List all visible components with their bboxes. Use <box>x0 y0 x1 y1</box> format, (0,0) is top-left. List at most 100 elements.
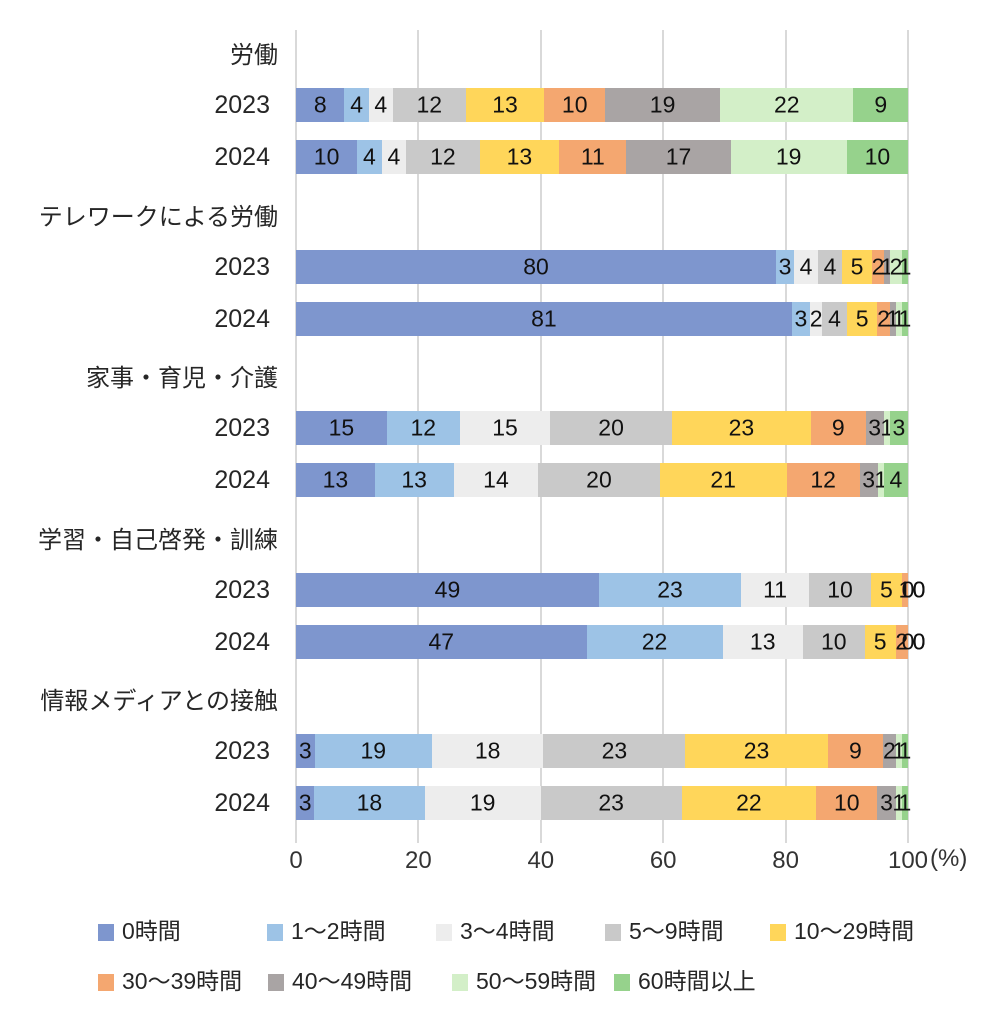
segment-value-label: 5 <box>879 576 893 602</box>
segment-value-label: 21 <box>710 466 736 493</box>
segment-value-label: 18 <box>474 737 501 764</box>
bar-segment <box>368 88 393 122</box>
segment-value-label: 22 <box>774 91 800 118</box>
bar-row: 47 22 13 10 5 2 0 0 0 <box>296 624 925 659</box>
bar-segment <box>822 301 847 336</box>
bar-segment <box>853 88 908 122</box>
year-label: 2024 <box>214 789 270 817</box>
bar-segment <box>818 249 842 284</box>
bar-segment <box>895 734 902 768</box>
year-label: 2023 <box>214 414 270 442</box>
legend-swatch <box>770 924 786 941</box>
year-label: 2023 <box>214 575 270 604</box>
bar-row: 49 23 11 10 5 1 0 0 0 <box>296 572 925 607</box>
year-label: 2023 <box>214 91 270 119</box>
segment-value-label: 9 <box>849 737 862 764</box>
segment-value-label: 15 <box>328 414 355 441</box>
segment-value-label: 5 <box>873 628 887 654</box>
bar-segment <box>386 411 460 445</box>
bar-segment <box>296 140 358 174</box>
bar-segment <box>479 140 560 174</box>
bar-segment <box>794 249 818 284</box>
bar-segment <box>406 140 480 174</box>
legend-item: 5〜9時間 <box>605 912 724 944</box>
segment-value-label: 13 <box>506 143 533 170</box>
segment-value-label: 4 <box>799 253 813 279</box>
category-label: テレワークによる労働 <box>38 203 278 231</box>
segment-value-label: 5 <box>855 305 869 331</box>
segment-value-label: 1 <box>898 737 912 764</box>
segment-value-label: 3 <box>880 789 893 816</box>
segment-value-label: 4 <box>363 143 376 170</box>
segment-value-label: 15 <box>492 414 518 441</box>
bar-segment <box>786 463 860 497</box>
bar-segment <box>901 572 908 607</box>
gridline <box>907 30 909 843</box>
bar-segment <box>392 88 466 122</box>
segment-value-label: 18 <box>356 789 383 816</box>
legend-item: 3〜4時間 <box>436 912 555 944</box>
bar-row: 3 19 18 23 23 9 2 1 1 <box>296 734 911 768</box>
segment-value-label: 22 <box>641 628 668 654</box>
bar-segment <box>296 624 587 659</box>
bar-segment <box>865 411 884 445</box>
bar-row: 8 4 4 12 13 10 19 22 9 <box>296 88 908 122</box>
segment-value-label: 3 <box>794 305 808 331</box>
year-label: 2024 <box>214 143 270 171</box>
segment-value-label: 23 <box>743 737 770 764</box>
segment-value-label: 3 <box>862 466 876 493</box>
segment-value-label: 23 <box>728 414 755 441</box>
legend-item: 50〜59時間 <box>452 962 596 994</box>
bar-row: 13 13 14 20 21 12 3 1 4 <box>296 463 908 497</box>
segment-value-label: 23 <box>601 737 628 764</box>
bar-segment <box>432 734 544 768</box>
bar-segment <box>872 249 884 284</box>
segment-value-label: 1 <box>898 253 912 279</box>
segment-value-label: 3 <box>298 737 312 764</box>
bar-segment <box>381 140 407 174</box>
bar-segment <box>314 734 432 768</box>
x-axis-tick-label: 60 <box>649 847 677 874</box>
segment-value-label: 12 <box>410 414 437 441</box>
segment-value-label: 10 <box>864 143 891 170</box>
bar-segment <box>296 301 792 336</box>
segment-value-label: 49 <box>434 576 461 602</box>
legend-item: 60時間以上 <box>614 962 756 994</box>
bar-segment <box>864 624 896 659</box>
axis-unit-label: (%) <box>930 845 968 872</box>
segment-value-label: 8 <box>313 91 327 118</box>
segment-value-label: 2 <box>877 305 890 331</box>
bar-segment <box>296 88 345 122</box>
bar-segment <box>424 786 541 820</box>
bar-segment <box>895 301 902 336</box>
bar-row: 15 12 15 20 23 9 3 1 3 <box>296 411 908 445</box>
bar-row: 81 3 2 4 5 2 1 1 1 <box>296 301 911 336</box>
segment-value-label: 19 <box>469 789 496 816</box>
bar-segment <box>314 786 425 820</box>
legend-item: 1〜2時間 <box>267 912 386 944</box>
segment-value-label: 10 <box>561 91 588 118</box>
segment-value-label: 4 <box>823 253 837 279</box>
segment-value-label: 2 <box>883 737 896 764</box>
legend-swatch <box>268 974 284 991</box>
segment-value-label: 12 <box>430 143 456 170</box>
legend-label: 40〜49時間 <box>292 968 413 994</box>
year-label: 2024 <box>214 627 270 656</box>
segment-value-label: 12 <box>416 91 443 118</box>
bar-segment <box>901 734 908 768</box>
bar-segment <box>671 411 812 445</box>
bar-segment <box>605 88 721 122</box>
x-axis-tick-label: 0 <box>289 847 303 874</box>
bar-segment <box>889 411 908 445</box>
legend-swatch <box>436 924 452 941</box>
segment-value-label: 10 <box>834 789 860 816</box>
segment-value-label: 12 <box>810 466 836 493</box>
bar-segment <box>811 411 866 445</box>
bar-segment <box>846 140 908 174</box>
segment-value-label: 0 <box>912 628 926 654</box>
bar-segment <box>802 624 865 659</box>
legend-swatch <box>98 924 114 941</box>
segment-value-label: 1 <box>898 789 912 816</box>
legend-swatch <box>605 924 621 941</box>
segment-value-label: 5 <box>850 253 864 279</box>
